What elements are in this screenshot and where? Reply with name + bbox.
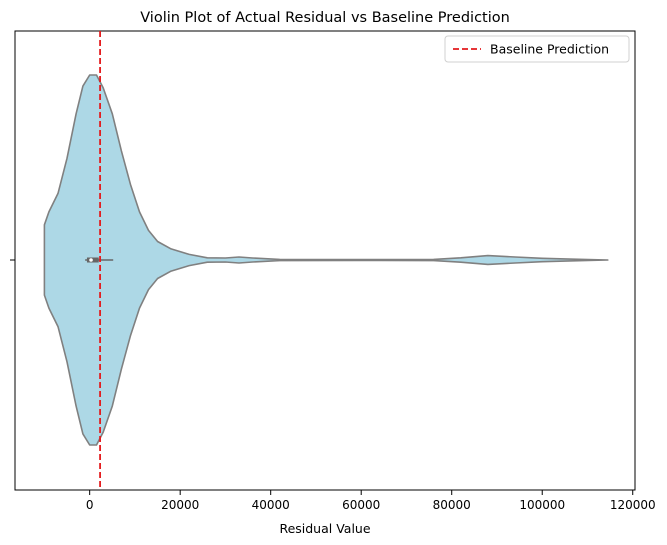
x-tick-label: 0	[86, 498, 94, 512]
violin-body	[43, 74, 609, 446]
x-tick-label: 40000	[252, 498, 290, 512]
x-tick-label: 20000	[161, 498, 199, 512]
legend-frame	[444, 35, 630, 63]
x-axis-label: Residual Value	[279, 521, 370, 536]
chart-title: Violin Plot of Actual Residual vs Baseli…	[140, 10, 510, 26]
x-axis-ticks: 0 20000 40000 60000 80000 100000 120000	[86, 490, 656, 512]
x-tick-label: 80000	[433, 498, 471, 512]
median-marker	[89, 258, 93, 262]
x-tick-label: 60000	[342, 498, 380, 512]
x-tick-label: 100000	[519, 498, 565, 512]
inner-box	[85, 257, 114, 263]
legend-label: Baseline Prediction	[490, 42, 609, 57]
legend: Baseline Prediction	[444, 35, 630, 63]
x-tick-label: 120000	[610, 498, 656, 512]
violin-group	[43, 74, 609, 446]
iqr-box	[86, 257, 99, 263]
